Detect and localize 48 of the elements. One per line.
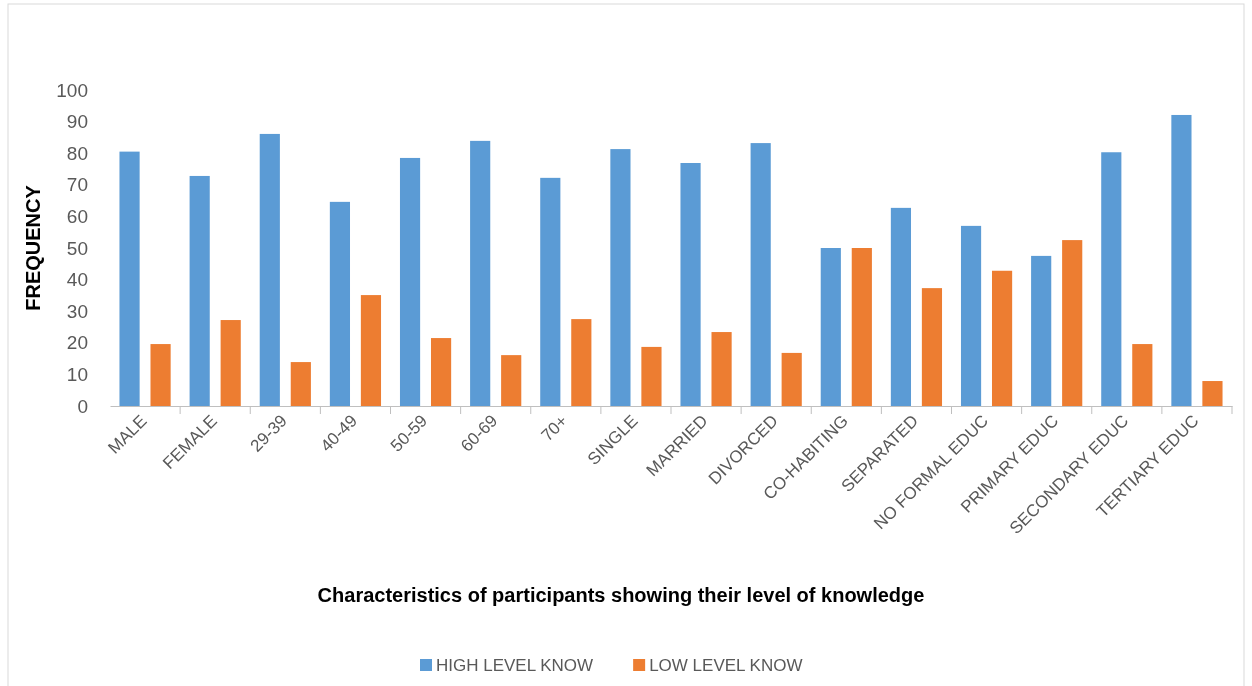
- bar: [1031, 255, 1052, 406]
- bar: [290, 362, 311, 406]
- bar: [1062, 240, 1083, 406]
- bar: [680, 163, 701, 406]
- legend-label: LOW LEVEL KNOW: [649, 656, 803, 675]
- y-tick-label: 20: [66, 332, 88, 354]
- y-tick-label: 90: [66, 111, 88, 133]
- bar: [991, 270, 1013, 406]
- bar: [960, 225, 982, 406]
- bar: [711, 332, 732, 406]
- bar: [329, 201, 351, 406]
- bar: [571, 319, 592, 406]
- y-tick-label: 60: [66, 205, 88, 227]
- bar: [540, 177, 561, 406]
- y-tick-label: 70: [66, 174, 88, 196]
- bar: [890, 207, 912, 406]
- bar: [150, 344, 171, 406]
- bar: [781, 352, 802, 406]
- bar: [750, 143, 771, 406]
- y-tick-label: 50: [66, 237, 88, 259]
- y-tick-label: 100: [56, 79, 88, 101]
- bar: [1171, 114, 1192, 406]
- bar: [921, 288, 943, 406]
- legend-label: HIGH LEVEL KNOW: [436, 656, 594, 675]
- bar: [820, 248, 841, 406]
- bar: [220, 320, 241, 406]
- bar: [1101, 152, 1122, 406]
- bar: [360, 295, 382, 406]
- bar: [119, 151, 140, 406]
- y-tick-label: 0: [77, 395, 88, 417]
- y-tick-label: 10: [66, 363, 88, 385]
- x-axis-title: Characteristics of participants showing their level of knowledge: [317, 584, 925, 606]
- x-tick-label: 70+: [537, 411, 572, 446]
- bar: [189, 175, 210, 406]
- bar: [610, 149, 631, 406]
- y-axis-title: FREQUENCY: [22, 184, 44, 311]
- bar: [399, 157, 421, 406]
- y-tick-label: 80: [66, 142, 88, 164]
- y-tick-label: 40: [66, 269, 88, 291]
- bar: [259, 133, 280, 406]
- y-tick-label: 30: [66, 300, 88, 322]
- bar: [1202, 381, 1223, 406]
- bar: [470, 140, 491, 406]
- bar: [641, 346, 662, 406]
- bar: [501, 355, 522, 406]
- bar: [430, 338, 452, 406]
- bar: [1132, 344, 1153, 406]
- bar: [851, 248, 872, 406]
